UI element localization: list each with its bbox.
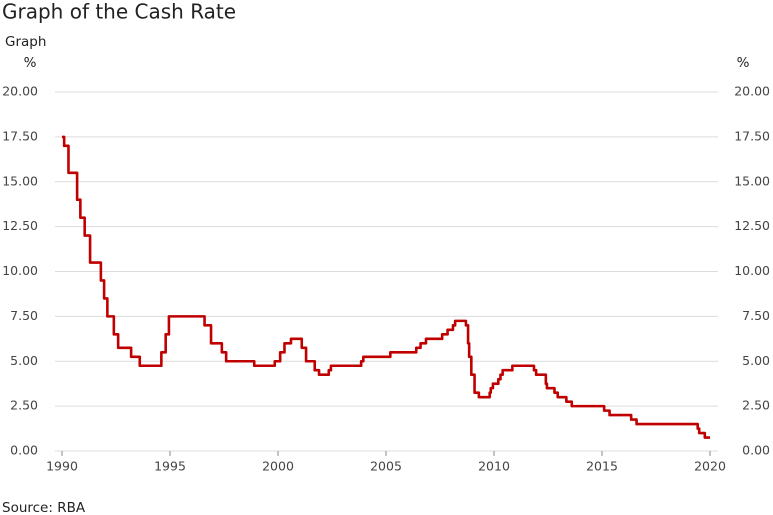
y2-tick-label: 5.00 bbox=[742, 353, 770, 368]
y-tick-label: 0.00 bbox=[10, 443, 38, 458]
y2-tick-label: 10.00 bbox=[734, 263, 770, 278]
x-tick-label: 1995 bbox=[154, 459, 186, 474]
y2-tick-label: 2.50 bbox=[742, 398, 770, 413]
source: Source: RBA bbox=[2, 500, 86, 515]
y-tick-label: 10.00 bbox=[2, 263, 38, 278]
y2-tick-label: 20.00 bbox=[734, 84, 770, 99]
y-tick-label: 2.50 bbox=[10, 398, 38, 413]
y2-tick-label: 12.50 bbox=[734, 218, 770, 233]
x-tick-label: 2005 bbox=[370, 459, 402, 474]
y2-tick-label: 15.00 bbox=[734, 173, 770, 188]
y-tick-label: 15.00 bbox=[2, 173, 38, 188]
y-tick-label: 7.50 bbox=[10, 308, 38, 323]
chart-title: Graph of the Cash Rate bbox=[2, 0, 236, 24]
y-tick-label: 17.50 bbox=[2, 128, 38, 143]
chart-subtitle: Graph bbox=[5, 34, 46, 50]
y2-tick-label: 0.00 bbox=[742, 443, 770, 458]
y-tick-label: 12.50 bbox=[2, 218, 38, 233]
y-tick-label: 5.00 bbox=[10, 353, 38, 368]
data-line bbox=[62, 135, 710, 439]
y2-tick-label: 17.50 bbox=[734, 128, 770, 143]
x-tick-label: 2000 bbox=[262, 459, 294, 474]
y-unit: % bbox=[24, 55, 37, 71]
y2-tick-label: 7.50 bbox=[742, 308, 770, 323]
y2-unit: % bbox=[737, 55, 750, 71]
x-tick-label: 2010 bbox=[478, 459, 510, 474]
x-tick-label: 2015 bbox=[586, 459, 618, 474]
x-tick-label: 2020 bbox=[694, 459, 726, 474]
x-tick-label: 1990 bbox=[46, 459, 78, 474]
y-tick-label: 20.00 bbox=[2, 84, 38, 99]
